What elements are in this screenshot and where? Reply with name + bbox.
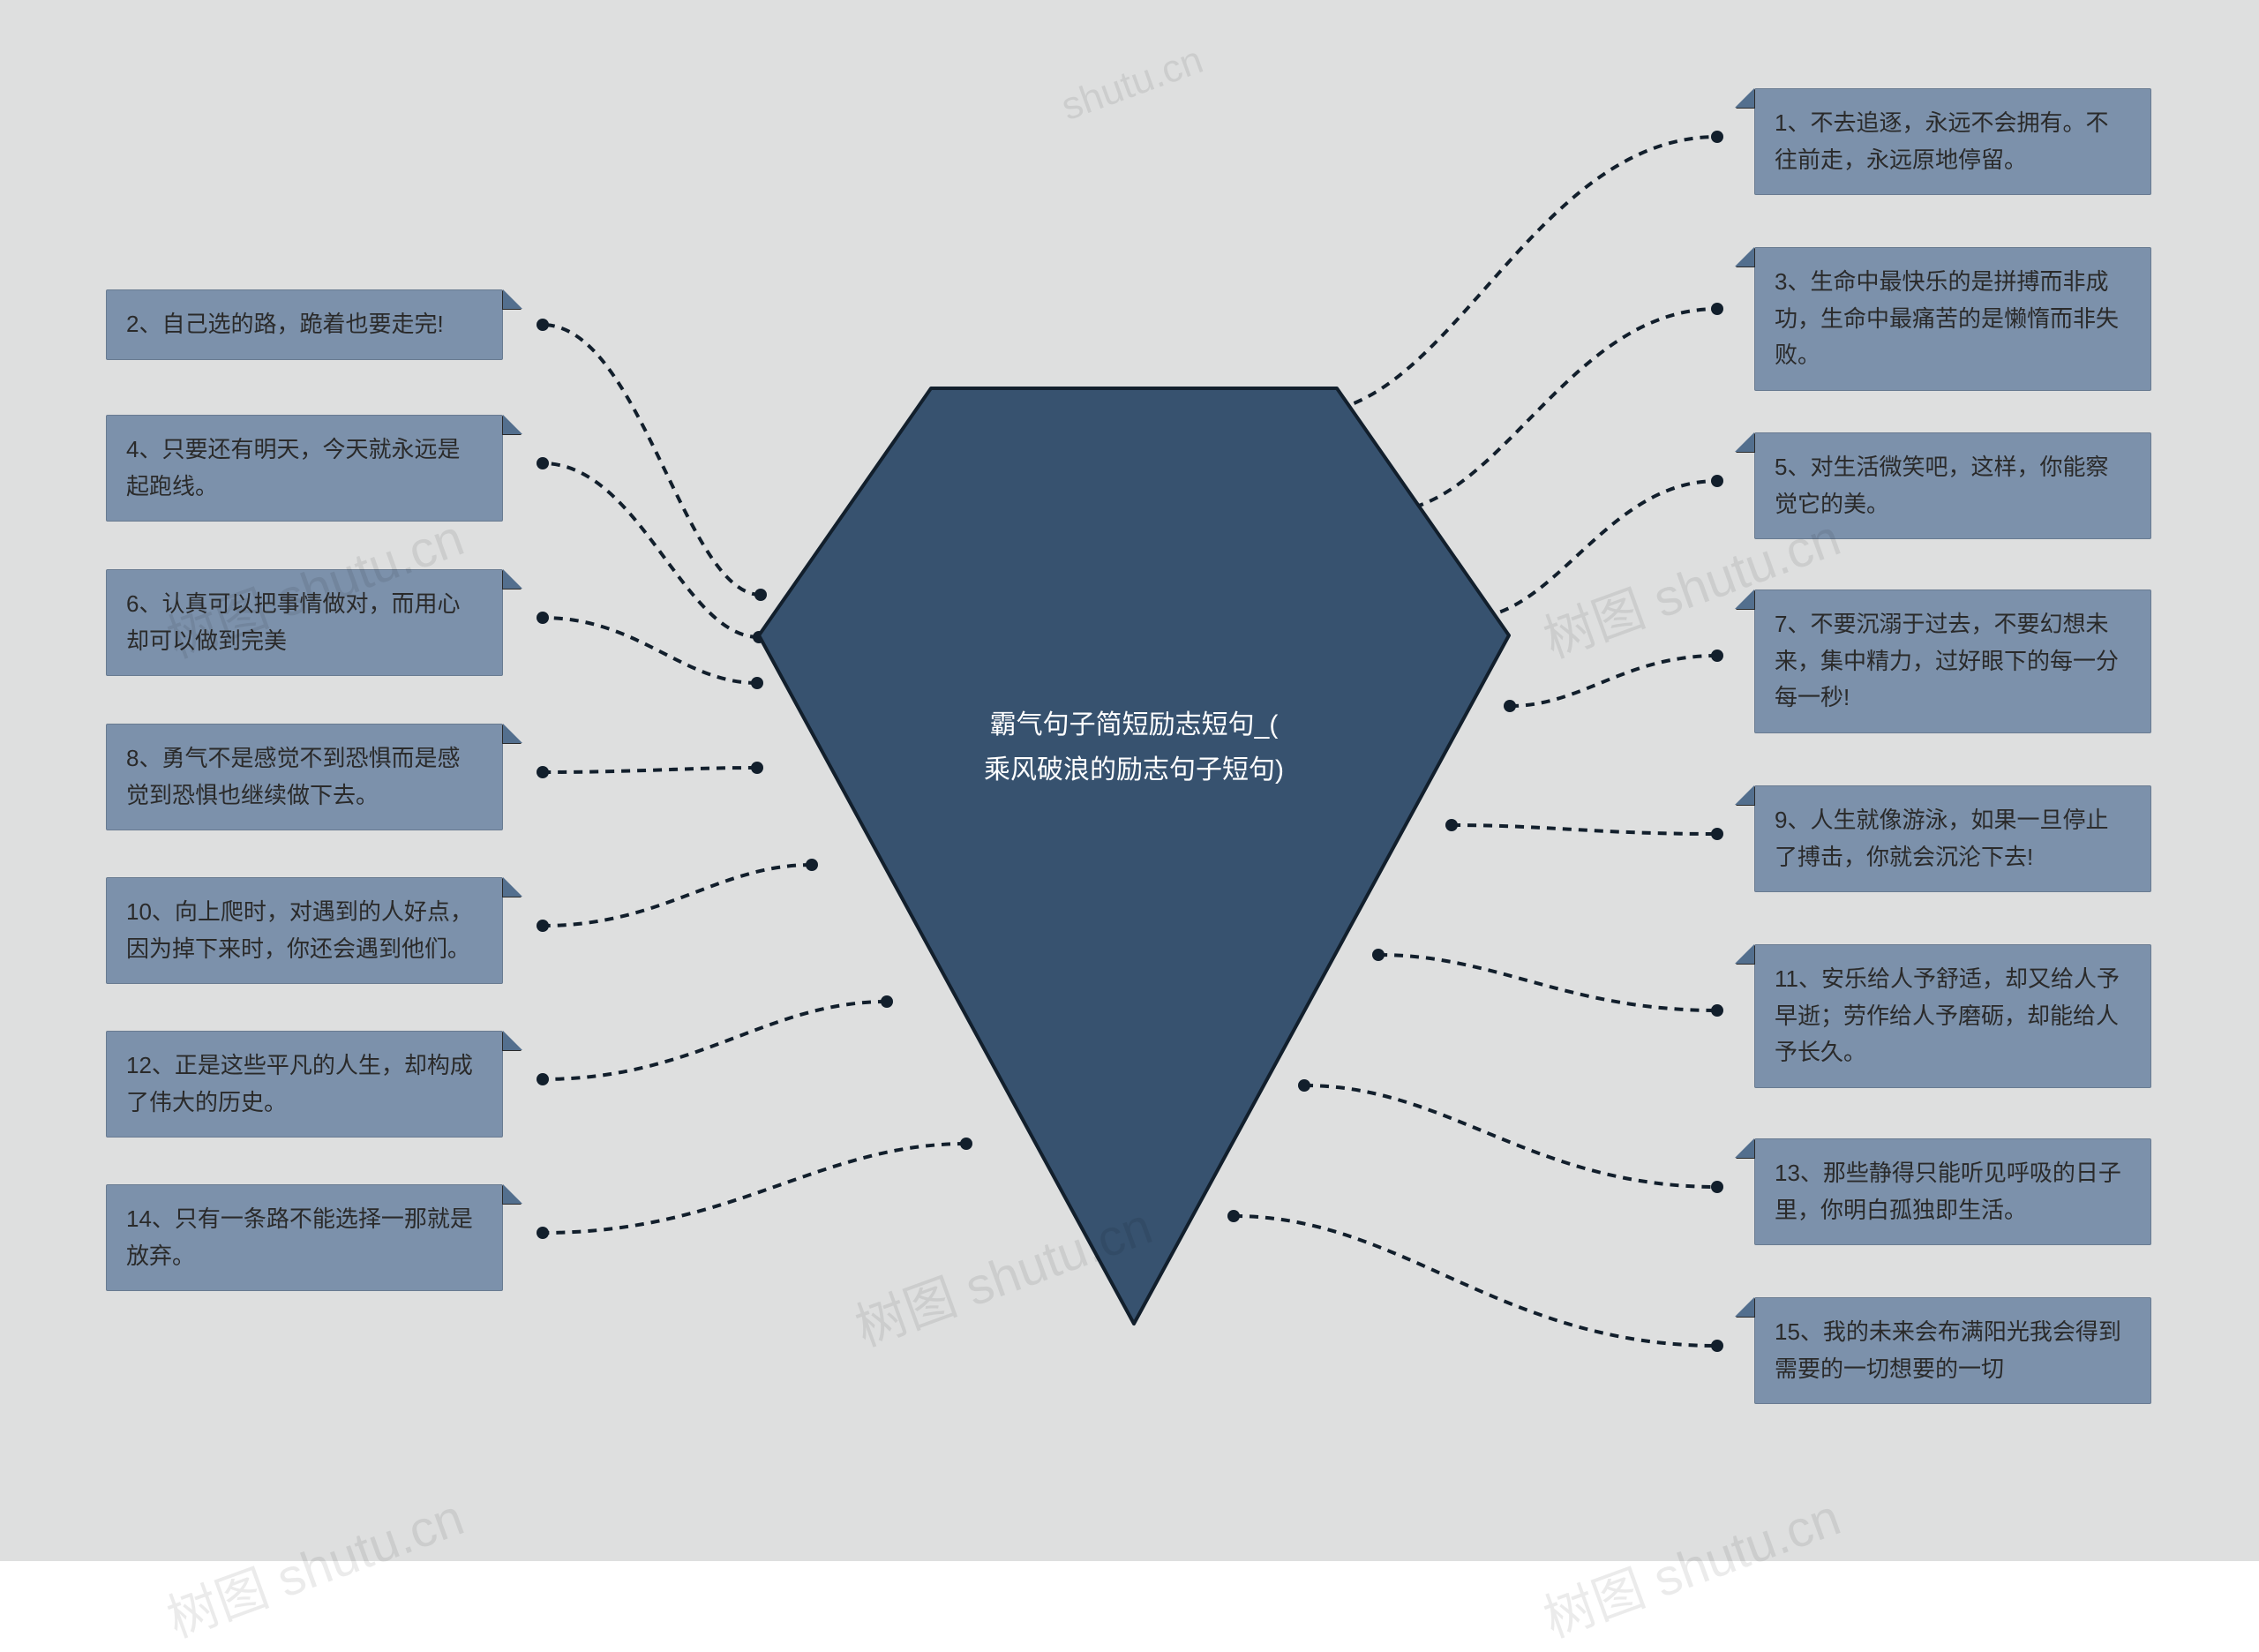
left-node-text-4: 10、向上爬时，对遇到的人好点，因为掉下来时，你还会遇到他们。 (126, 898, 473, 962)
left-node-text-5: 12、正是这些平凡的人生，却构成了伟大的历史。 (126, 1052, 473, 1115)
center-title-line1: 霸气句子简短励志短句_( (966, 702, 1302, 747)
left-node-corner-6 (503, 1184, 522, 1204)
connector-dot (537, 612, 549, 624)
right-node-0: 1、不去追逐，永远不会拥有。不往前走，永远原地停留。 (1754, 88, 2151, 195)
connector-dot (1711, 1004, 1723, 1017)
left-node-4: 10、向上爬时，对遇到的人好点，因为掉下来时，你还会遇到他们。 (106, 877, 503, 984)
connector (1510, 656, 1717, 706)
right-node-text-6: 13、那些静得只能听见呼吸的日子里，你明白孤独即生活。 (1775, 1160, 2121, 1223)
connector-dot (537, 319, 549, 331)
left-node-corner-3 (503, 724, 522, 743)
right-node-4: 9、人生就像游泳，如果一旦停止了搏击，你就会沉沦下去! (1754, 785, 2151, 892)
right-node-2: 5、对生活微笑吧，这样，你能察觉它的美。 (1754, 432, 2151, 539)
left-node-text-2: 6、认真可以把事情做对，而用心却可以做到完美 (126, 590, 460, 654)
right-node-text-7: 15、我的未来会布满阳光我会得到需要的一切想要的一切 (1775, 1318, 2121, 1382)
left-node-text-0: 2、自己选的路，跪着也要走完! (126, 311, 444, 337)
right-node-text-3: 7、不要沉溺于过去，不要幻想未来，集中精力，过好眼下的每一分每一秒! (1775, 611, 2119, 710)
right-node-text-0: 1、不去追逐，永远不会拥有。不往前走，永远原地停留。 (1775, 109, 2108, 173)
diagram-stage: 霸气句子简短励志短句_( 乘风破浪的励志句子短句) 2、自己选的路，跪着也要走完… (0, 0, 2259, 1561)
right-node-1: 3、生命中最快乐的是拼搏而非成功，生命中最痛苦的是懒惰而非失败。 (1754, 247, 2151, 391)
right-node-text-5: 11、安乐给人予舒适，却又给人予早逝；劳作给人予磨砺，却能给人予长久。 (1775, 965, 2120, 1065)
connector-dot (1711, 1340, 1723, 1352)
connector-dot (537, 920, 549, 932)
right-node-corner-0 (1735, 88, 1754, 108)
right-node-7: 15、我的未来会布满阳光我会得到需要的一切想要的一切 (1754, 1297, 2151, 1404)
right-node-corner-1 (1735, 247, 1754, 267)
center-title: 霸气句子简短励志短句_( 乘风破浪的励志句子短句) (966, 702, 1302, 792)
connector-dot (1711, 650, 1723, 662)
watermark-3: 树图 shutu.cn (155, 1476, 472, 1651)
left-node-corner-4 (503, 877, 522, 897)
watermark-5: shutu.cn (1055, 38, 1208, 130)
left-node-corner-2 (503, 569, 522, 589)
connector-dot (537, 1073, 549, 1085)
connector-dot (1711, 131, 1723, 143)
connector-dot (537, 1227, 549, 1239)
left-node-text-6: 14、只有一条路不能选择一那就是放弃。 (126, 1205, 473, 1269)
right-node-corner-4 (1735, 785, 1754, 805)
left-node-6: 14、只有一条路不能选择一那就是放弃。 (106, 1184, 503, 1291)
left-node-corner-5 (503, 1031, 522, 1050)
left-node-0: 2、自己选的路，跪着也要走完! (106, 289, 503, 360)
right-node-text-1: 3、生命中最快乐的是拼搏而非成功，生命中最痛苦的是懒惰而非失败。 (1775, 268, 2119, 368)
connector (543, 618, 757, 683)
center-title-line2: 乘风破浪的励志句子短句) (966, 747, 1302, 792)
left-node-2: 6、认真可以把事情做对，而用心却可以做到完美 (106, 569, 503, 676)
right-node-text-4: 9、人生就像游泳，如果一旦停止了搏击，你就会沉沦下去! (1775, 807, 2108, 870)
left-node-text-3: 8、勇气不是感觉不到恐惧而是感觉到恐惧也继续做下去。 (126, 745, 460, 808)
right-node-corner-2 (1735, 432, 1754, 452)
left-node-1: 4、只要还有明天，今天就永远是起跑线。 (106, 415, 503, 522)
center-diamond (741, 371, 1527, 1341)
left-node-5: 12、正是这些平凡的人生，却构成了伟大的历史。 (106, 1031, 503, 1138)
left-node-corner-0 (503, 289, 522, 309)
right-node-corner-3 (1735, 589, 1754, 609)
right-node-5: 11、安乐给人予舒适，却又给人予早逝；劳作给人予磨砺，却能给人予长久。 (1754, 944, 2151, 1088)
connector (543, 463, 759, 637)
right-node-3: 7、不要沉溺于过去，不要幻想未来，集中精力，过好眼下的每一分每一秒! (1754, 589, 2151, 733)
connector-dot (1711, 1181, 1723, 1193)
right-node-corner-5 (1735, 944, 1754, 964)
right-node-corner-6 (1735, 1138, 1754, 1158)
right-node-corner-7 (1735, 1297, 1754, 1317)
connector (543, 325, 761, 595)
right-node-text-2: 5、对生活微笑吧，这样，你能察觉它的美。 (1775, 454, 2108, 517)
watermark-4: 树图 shutu.cn (1532, 1476, 1849, 1651)
right-node-6: 13、那些静得只能听见呼吸的日子里，你明白孤独即生活。 (1754, 1138, 2151, 1245)
connector-dot (1711, 828, 1723, 840)
connector-dot (537, 766, 549, 778)
left-node-text-1: 4、只要还有明天，今天就永远是起跑线。 (126, 436, 460, 499)
connector-dot (1711, 303, 1723, 315)
left-node-corner-1 (503, 415, 522, 434)
connector-dot (537, 457, 549, 469)
connector (543, 768, 757, 772)
left-node-3: 8、勇气不是感觉不到恐惧而是感觉到恐惧也继续做下去。 (106, 724, 503, 830)
connector-dot (1711, 475, 1723, 487)
